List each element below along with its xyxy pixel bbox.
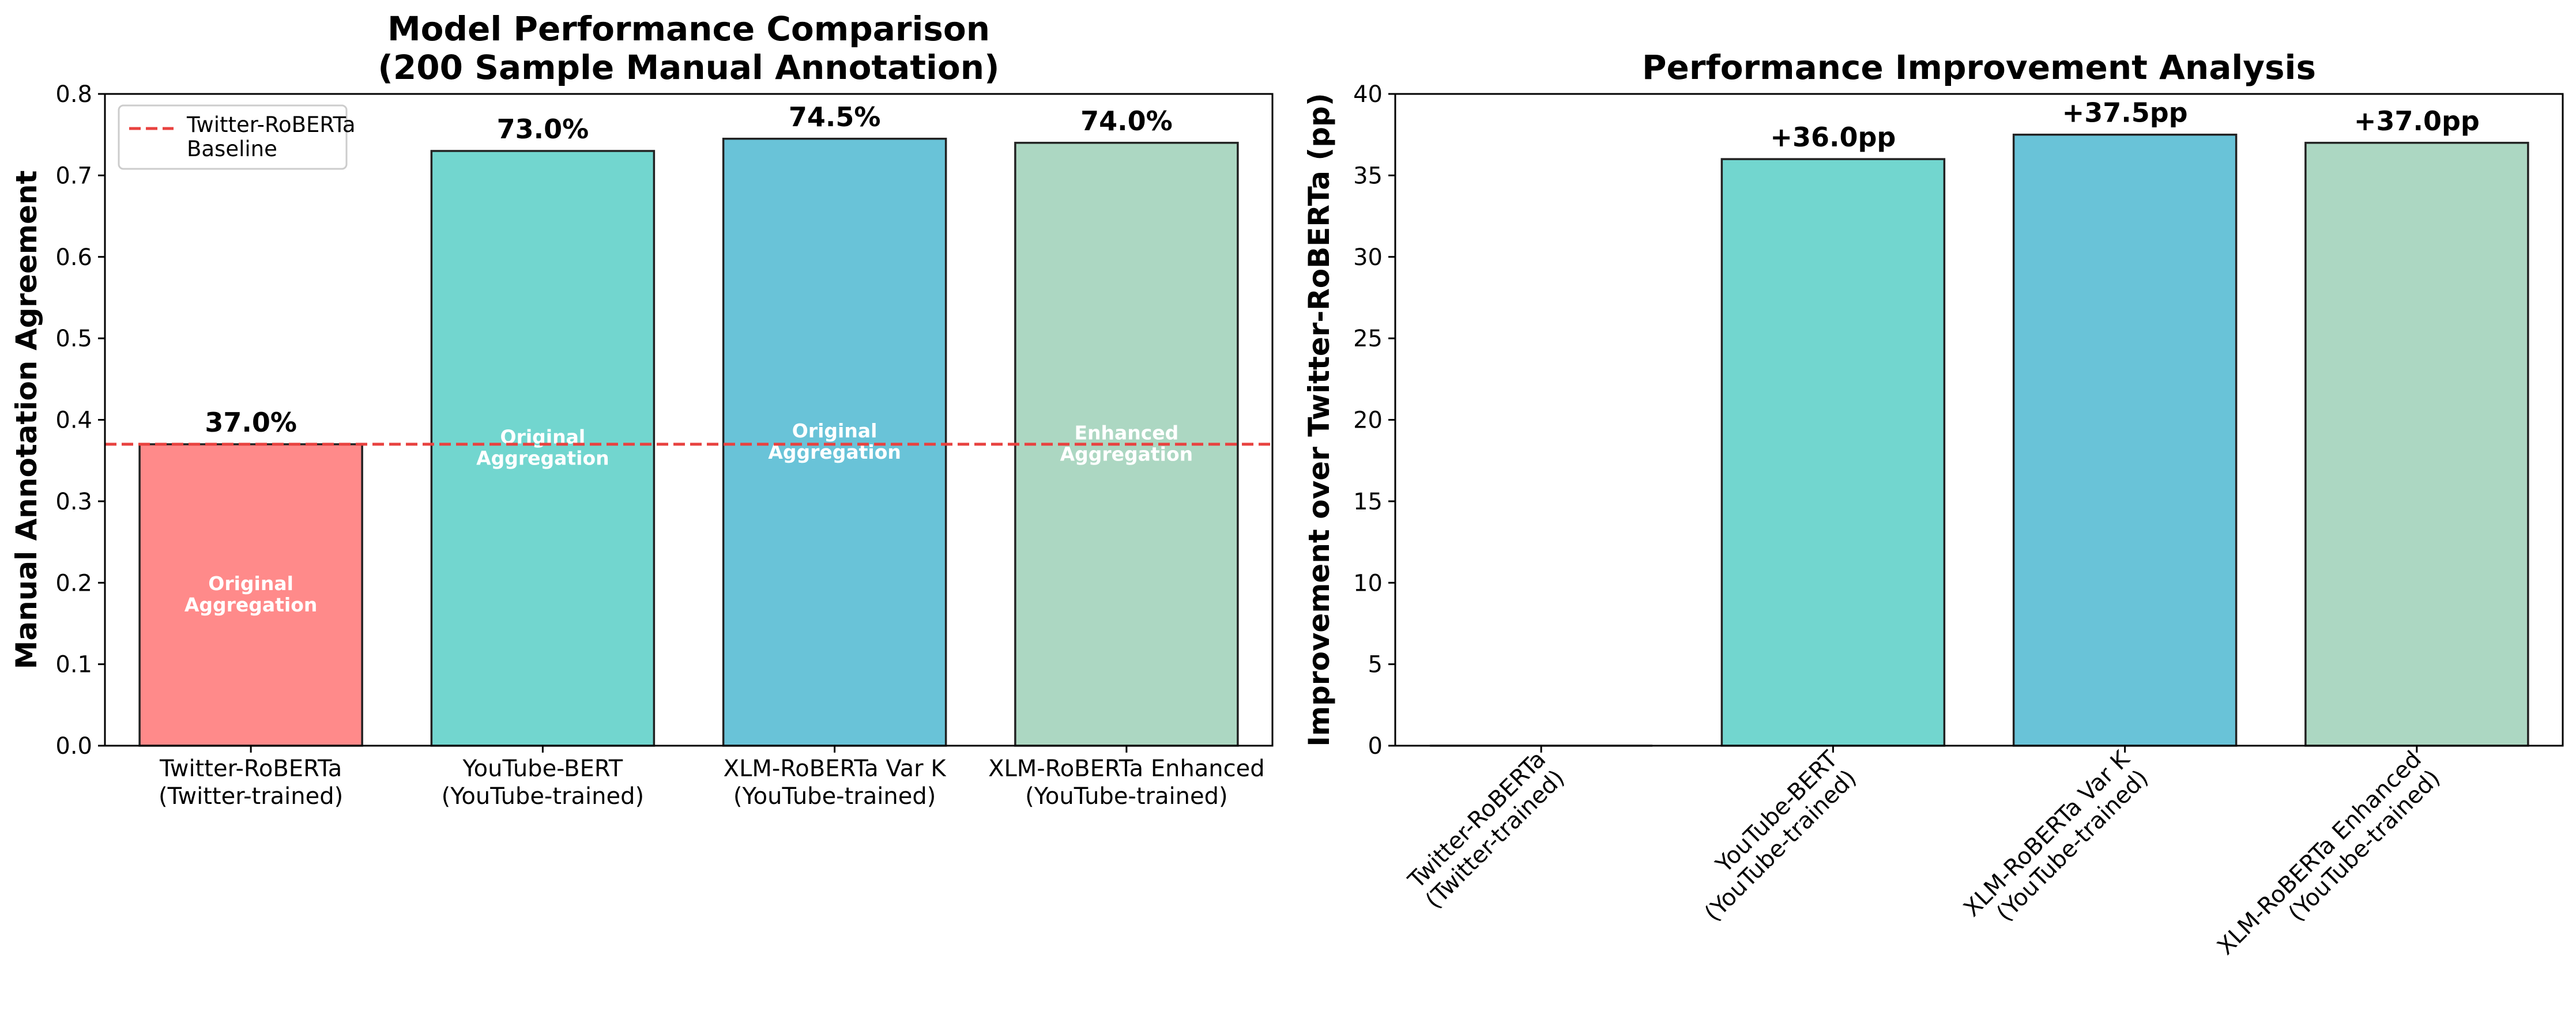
y-tick-label: 20: [1353, 407, 1383, 434]
y-tick-label: 0.8: [55, 81, 92, 108]
y-tick-label: 30: [1353, 244, 1383, 271]
legend-box: [118, 104, 348, 170]
y-tick-label: 10: [1353, 570, 1383, 596]
y-tick-label: 0: [1368, 733, 1383, 760]
y-tick-label: 0.2: [55, 570, 92, 596]
y-axis-label: Improvement over Twitter-RoBERTa (pp): [1302, 93, 1336, 746]
bar-value-label: +37.5pp: [2062, 97, 2188, 129]
y-tick-label: 0.5: [55, 326, 92, 352]
bar-value-label: 73.0%: [497, 114, 589, 145]
y-tick-label: 15: [1353, 489, 1383, 515]
bar-value-label: +36.0pp: [1770, 122, 1896, 153]
bar-value-label: 37.0%: [205, 407, 297, 438]
legend-entry-label: Twitter-RoBERTa Baseline: [186, 112, 356, 161]
bar-value-label: 74.0%: [1080, 105, 1173, 137]
bar: [2012, 133, 2238, 747]
bar: [430, 150, 656, 747]
y-tick-label: 0.1: [55, 652, 92, 678]
bar-value-label: 74.5%: [789, 101, 881, 133]
x-tick-label: XLM-RoBERTa Enhanced(YouTube-trained): [988, 755, 1265, 810]
y-tick-label: 0.7: [55, 163, 92, 189]
bar: [138, 443, 363, 747]
y-tick-label: 25: [1353, 326, 1383, 352]
bar-value-label: +37.0pp: [2354, 105, 2480, 137]
y-tick-label: 35: [1353, 163, 1383, 189]
y-tick-label: 40: [1353, 81, 1383, 108]
x-tick-label: YouTube-BERT(YouTube-trained): [442, 755, 644, 810]
y-tick-label: 5: [1368, 652, 1383, 678]
x-tick-label: Twitter-RoBERTa(Twitter-trained): [159, 755, 343, 810]
chart-title: Performance Improvement Analysis: [1642, 48, 2316, 87]
y-tick-label: 0.6: [55, 244, 92, 271]
y-tick-label: 0.4: [55, 407, 92, 434]
bar-inner-label: Enhanced Aggregation: [1060, 421, 1193, 465]
bar: [1720, 158, 1946, 747]
y-axis-label: Manual Annotation Agreement: [10, 171, 43, 670]
left-chart-panel: Model Performance Comparison (200 Sample …: [10, 9, 1274, 810]
y-tick-label: 0.0: [55, 733, 92, 760]
bar: [2304, 142, 2529, 747]
y-tick-label: 0.3: [55, 489, 92, 515]
bar: [722, 138, 947, 747]
bar-inner-label: Original Aggregation: [184, 572, 318, 616]
x-tick-label: XLM-RoBERTa Var K(YouTube-trained): [724, 755, 947, 810]
chart-title: Model Performance Comparison (200 Sample …: [378, 9, 999, 87]
